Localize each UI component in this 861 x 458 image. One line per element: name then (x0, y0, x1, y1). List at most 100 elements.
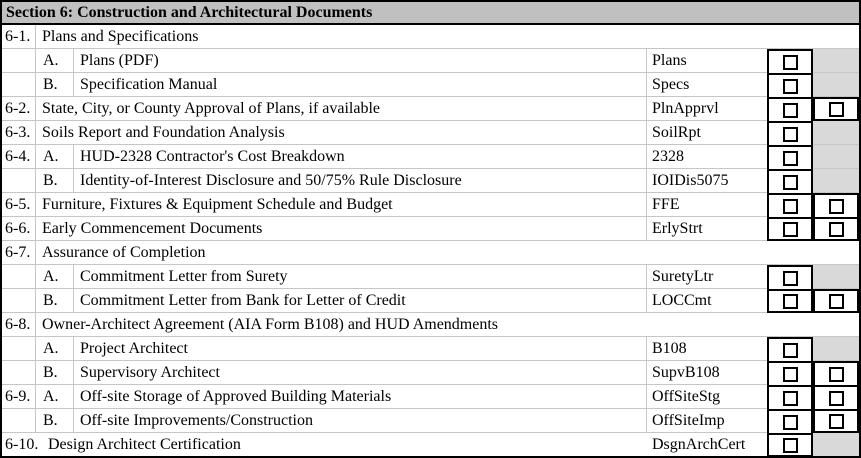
blocked-cell (813, 433, 859, 456)
table-row: A. Commitment Letter from Surety SuretyLtr (2, 265, 859, 289)
checkbox-cell-col1 (767, 73, 813, 97)
checkbox-cell-col1 (767, 289, 813, 313)
table-row: 6-3. Soils Report and Foundation Analysis… (2, 121, 859, 145)
row-letter-cell: B. (36, 361, 74, 385)
row-description-cell: HUD-2328 Contractor's Cost Breakdown (74, 145, 647, 169)
row-description-cell: Commitment Letter from Bank for Letter o… (74, 289, 647, 313)
table-row: 6-2. State, City, or County Approval of P… (2, 97, 859, 121)
row-code-cell: PlnApprvl (647, 97, 767, 121)
checkbox-cell-col1 (767, 337, 813, 361)
row-description-cell: Identity-of-Interest Disclosure and 50/7… (74, 169, 647, 193)
section-header-title: Section 6: Construction and Architectura… (6, 4, 373, 21)
table-row: 6-10. Design Architect Certification DsgnA… (2, 433, 859, 456)
row-number-cell: 6-8. (2, 313, 36, 337)
checkbox[interactable] (828, 390, 844, 406)
row-code-cell: DsgnArchCert (652, 436, 746, 453)
row-description-cell: Early Commencement Documents (36, 217, 647, 241)
checkbox[interactable] (782, 390, 798, 406)
checkbox-cell-col1 (767, 193, 813, 217)
table-row: 6-4. A. HUD-2328 Contractor's Cost Breakdo… (2, 145, 859, 169)
blocked-cell (813, 337, 859, 361)
row-description-cell: State, City, or County Approval of Plans… (36, 97, 647, 121)
checkbox[interactable] (782, 437, 798, 453)
checkbox[interactable] (828, 198, 844, 214)
row-description-cell: Off-site Improvements/Construction (74, 409, 647, 433)
checkbox[interactable] (782, 78, 798, 94)
row-number-cell: 6-2. (2, 97, 36, 121)
table-row: 6-7. Assurance of Completion (2, 241, 859, 265)
checkbox-cell-col2 (813, 409, 859, 433)
row-number-cell: 6-4. (2, 145, 36, 169)
table-rows: 6-1. Plans and Specifications A. Plans (PDF… (2, 25, 859, 456)
table-row: B. Identity-of-Interest Disclosure and 50… (2, 169, 859, 193)
row-description-cell: Soils Report and Foundation Analysis (36, 121, 647, 145)
row-code-cell: IOIDis5075 (647, 169, 767, 193)
checkbox[interactable] (782, 342, 798, 358)
checkbox[interactable] (828, 366, 844, 382)
row-letter-cell: A. (36, 337, 74, 361)
table-row: 6-5. Furniture, Fixtures & Equipment Sche… (2, 193, 859, 217)
checkbox[interactable] (828, 101, 844, 117)
checkbox[interactable] (782, 293, 798, 309)
checkbox[interactable] (782, 366, 798, 382)
row-code-cell: SupvB108 (647, 361, 767, 385)
row-description-cell: Supervisory Architect (74, 361, 647, 385)
row-letter-cell: B. (36, 73, 74, 97)
row-number-cell: 6-3. (2, 121, 36, 145)
checkbox[interactable] (828, 221, 844, 237)
row-code-cell: ErlyStrt (647, 217, 767, 241)
row-number-cell: 6-7. (2, 241, 36, 265)
row-number-cell: 6-6. (2, 217, 36, 241)
checkbox-cell-col2 (813, 385, 859, 409)
blocked-cell (813, 265, 859, 289)
row-number-cell (2, 409, 36, 433)
table-row: B. Specification Manual Specs (2, 73, 859, 97)
checkbox-cell-col1 (767, 409, 813, 433)
row-letter-cell: B. (36, 289, 74, 313)
table-row: B. Commitment Letter from Bank for Letter… (2, 289, 859, 313)
table-row: 6-1. Plans and Specifications (2, 25, 859, 49)
checkbox[interactable] (828, 293, 844, 309)
row-description-cell: Furniture, Fixtures & Equipment Schedule… (36, 193, 647, 217)
checkbox-cell-col1 (767, 265, 813, 289)
row-letter-cell: A. (36, 49, 74, 73)
row-letter-cell: A. (36, 385, 74, 409)
section-header: Section 6: Construction and Architectura… (2, 2, 859, 25)
row-description-cell: Off-site Storage of Approved Building Ma… (74, 385, 647, 409)
checkbox[interactable] (782, 198, 798, 214)
checkbox-cell-col1 (767, 217, 813, 241)
checkbox[interactable] (782, 150, 798, 166)
checkbox[interactable] (782, 414, 798, 430)
row-code-cell: FFE (647, 193, 767, 217)
checkbox-cell-col2 (813, 361, 859, 385)
row-description-cell: Specification Manual (74, 73, 647, 97)
checkbox[interactable] (782, 270, 798, 286)
checkbox[interactable] (782, 102, 798, 118)
row-letter-cell: B. (36, 409, 74, 433)
checkbox-cell-col1 (767, 97, 813, 121)
row-number-cell (2, 73, 36, 97)
row-letter-cell: A. (36, 145, 74, 169)
checkbox[interactable] (828, 413, 844, 429)
row-description-cell: Plans and Specifications (36, 25, 859, 49)
checkbox[interactable] (782, 221, 798, 237)
row-code-cell: Specs (647, 73, 767, 97)
table-row: A. Plans (PDF) Plans (2, 49, 859, 73)
checkbox[interactable] (782, 174, 798, 190)
row-description-cell: Commitment Letter from Surety (74, 265, 647, 289)
checkbox[interactable] (782, 126, 798, 142)
row-number-cell: 6-10. (5, 436, 39, 453)
checkbox-cell-col1 (767, 385, 813, 409)
row-code-cell: 2328 (647, 145, 767, 169)
checkbox[interactable] (782, 54, 798, 70)
row-description-cell: Design Architect Certification (48, 436, 241, 453)
checkbox-cell-col1 (767, 361, 813, 385)
row-description-cell: Owner-Architect Agreement (AIA Form B108… (36, 313, 859, 337)
checkbox-cell-col2 (813, 193, 859, 217)
row-description-cell: Plans (PDF) (74, 49, 647, 73)
table-row: B. Off-site Improvements/Construction OffS… (2, 409, 859, 433)
checkbox-cell-col2 (813, 97, 859, 121)
row-number-cell (2, 289, 36, 313)
checkbox-cell-col1 (767, 169, 813, 193)
